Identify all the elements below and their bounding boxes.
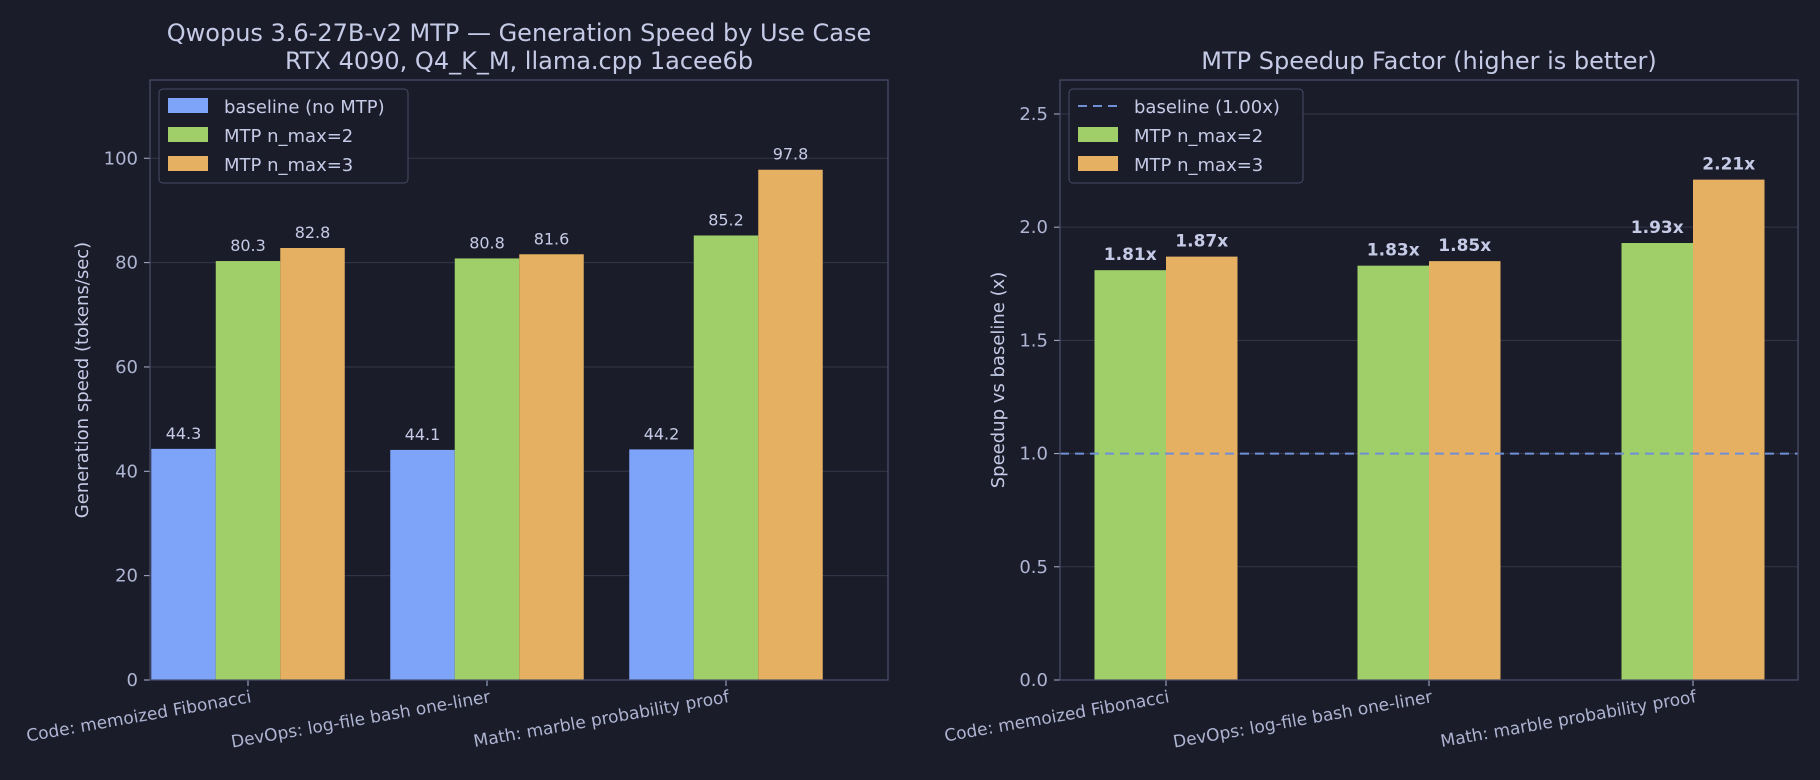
legend-swatch-mtp2	[1078, 127, 1118, 142]
y-tick-label: 2.0	[1019, 217, 1048, 238]
legend-label-mtp3: MTP n_max=3	[224, 155, 353, 176]
bar-mtp-n-max-2	[454, 258, 520, 680]
bar-value-label: 1.87x	[1175, 232, 1228, 252]
bar-mtp-n-max-2	[693, 235, 759, 680]
bar-value-label: 1.81x	[1104, 245, 1157, 265]
bar-value-label: 1.83x	[1367, 241, 1420, 261]
bar-value-label: 80.8	[469, 233, 505, 252]
legend: baseline (no MTP) MTP n_max=2 MTP n_max=…	[158, 88, 409, 184]
legend-label-baseline: baseline (1.00x)	[1134, 97, 1280, 118]
bars: 1.81x 1.87x 1.83x 1.85x 1.93x 2.21x	[1094, 155, 1765, 681]
legend: baseline (1.00x) MTP n_max=2 MTP n_max=3	[1068, 88, 1304, 184]
legend-label-baseline: baseline (no MTP)	[224, 97, 385, 118]
bar-mtp-n-max-2	[1094, 270, 1166, 680]
speedup-factor-chart: 1.81x 1.87x 1.83x 1.85x 1.93x 2.21x 0.0 0.5 1.0…	[943, 47, 1799, 753]
bar-value-label: 44.2	[644, 424, 680, 443]
plot-frame	[1059, 79, 1799, 681]
legend-label-mtp2: MTP n_max=2	[1134, 126, 1263, 147]
y-tick-label: 80	[115, 253, 138, 274]
y-tick-label: 0	[127, 670, 138, 691]
y-tick-label: 100	[104, 148, 138, 169]
legend-swatch-mtp3	[1078, 156, 1118, 171]
y-tick-label: 0.5	[1019, 557, 1048, 578]
legend-box	[1068, 88, 1304, 184]
legend-box	[158, 88, 409, 184]
bar-value-label: 85.2	[708, 210, 744, 229]
y-tick-label: 20	[115, 566, 138, 587]
bar-value-label: 82.8	[295, 223, 331, 242]
chart-subtitle: RTX 4090, Q4_K_M, llama.cpp 1acee6b	[285, 47, 753, 75]
bars: 44.3 80.3 82.8 44.1 80.8 81.6 44.2 85.2 97.8	[151, 145, 823, 680]
y-tick-label: 60	[115, 357, 138, 378]
bar-baseline-no-mtp-	[629, 449, 694, 680]
y-axis-label: Generation speed (tokens/sec)	[72, 242, 93, 518]
legend-label-mtp3: MTP n_max=3	[1134, 155, 1263, 176]
chart-title: Qwopus 3.6-27B-v2 MTP — Generation Speed…	[167, 19, 871, 47]
legend-swatch-mtp3	[168, 156, 208, 171]
bar-mtp-n-max-2	[1621, 243, 1693, 681]
bar-value-label: 2.21x	[1702, 155, 1755, 175]
bar-mtp-n-max-3	[1693, 179, 1765, 681]
y-axis-label: Speedup vs baseline (x)	[988, 272, 1009, 489]
y-tick-label: 40	[115, 461, 138, 482]
bar-mtp-n-max-3	[1429, 261, 1501, 680]
bar-value-label: 44.1	[405, 425, 441, 444]
bar-baseline-no-mtp-	[390, 449, 455, 680]
chart-title: MTP Speedup Factor (higher is better)	[1201, 47, 1656, 75]
bar-baseline-no-mtp-	[151, 448, 216, 680]
y-tick-label: 1.0	[1019, 444, 1048, 465]
legend-swatch-mtp2	[168, 127, 208, 142]
y-tick-label: 2.5	[1019, 104, 1048, 125]
bar-value-label: 44.3	[166, 424, 202, 443]
plot-frame	[149, 79, 889, 681]
bar-value-label: 97.8	[773, 145, 809, 164]
bar-value-label: 81.6	[534, 229, 570, 248]
bar-value-label: 1.85x	[1438, 236, 1491, 256]
legend-swatch-baseline	[168, 98, 208, 113]
y-tick-label: 1.5	[1019, 330, 1048, 351]
bar-mtp-n-max-3	[758, 169, 823, 680]
bar-mtp-n-max-3	[519, 254, 584, 680]
legend-label-mtp2: MTP n_max=2	[224, 126, 353, 147]
bar-mtp-n-max-2	[215, 261, 281, 680]
bar-mtp-n-max-3	[1166, 256, 1238, 680]
y-tick-label: 0.0	[1019, 670, 1048, 691]
generation-speed-chart: 44.3 80.3 82.8 44.1 80.8 81.6 44.2 85.2 97.8 0 20…	[25, 19, 889, 753]
bar-mtp-n-max-2	[1357, 265, 1429, 680]
bar-value-label: 80.3	[230, 236, 266, 255]
bar-mtp-n-max-3	[280, 248, 345, 680]
bar-value-label: 1.93x	[1631, 218, 1684, 238]
